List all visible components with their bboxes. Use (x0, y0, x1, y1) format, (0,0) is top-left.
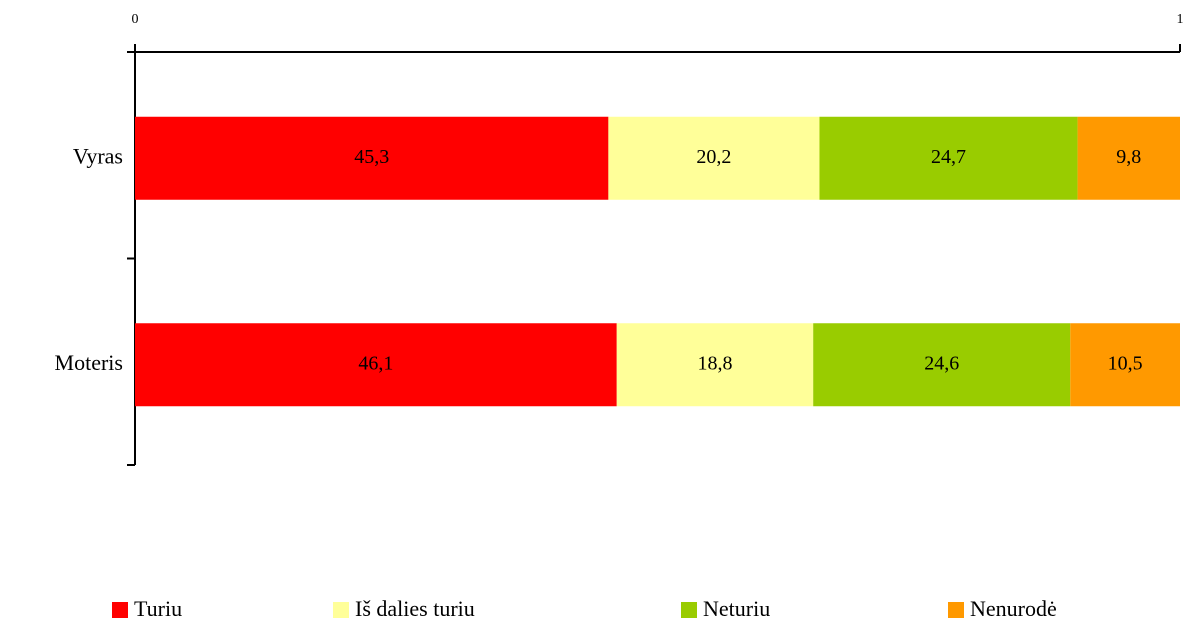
bar-segment (608, 116, 820, 200)
value-label: 24,6 (924, 352, 959, 374)
legend-label: Turiu (134, 596, 182, 621)
bar-segment (135, 116, 609, 200)
category-label: Moteris (55, 350, 123, 375)
bar-segment (1070, 323, 1180, 407)
value-label: 24,7 (931, 146, 966, 168)
value-label: 46,1 (358, 352, 393, 374)
value-label: 18,8 (697, 352, 732, 374)
legend-label: Iš dalies turiu (355, 596, 475, 621)
x-tick-label: 0 (132, 12, 139, 27)
category-label: Vyras (73, 143, 123, 168)
legend-label: Neturiu (703, 596, 770, 621)
legend-label: Nenurodė (970, 596, 1057, 621)
bar-segment (135, 323, 617, 407)
x-tick-label: 1 (1177, 12, 1184, 27)
legend-swatch (681, 602, 697, 618)
legend-swatch (112, 602, 128, 618)
legend-swatch (333, 602, 349, 618)
bar-segment (813, 323, 1071, 407)
value-label: 10,5 (1108, 352, 1143, 374)
value-label: 45,3 (354, 146, 389, 168)
bar-segment (1077, 116, 1180, 200)
value-label: 9,8 (1116, 146, 1141, 168)
bar-segment (819, 116, 1078, 200)
value-label: 20,2 (696, 146, 731, 168)
legend-swatch (948, 602, 964, 618)
bar-segment (616, 323, 814, 407)
